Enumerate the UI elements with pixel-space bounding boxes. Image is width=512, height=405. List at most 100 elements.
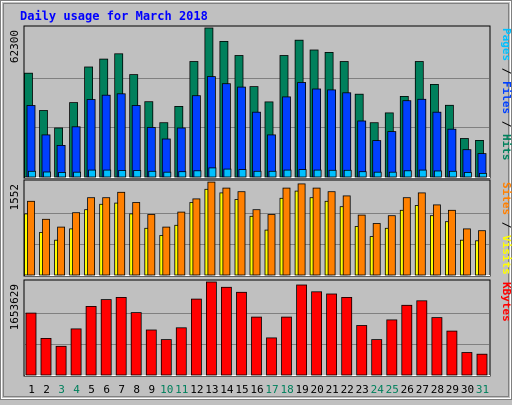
bar-kbytes-10 xyxy=(160,339,172,376)
bar-kbytes-1 xyxy=(25,312,37,376)
bar-pages-7 xyxy=(118,170,127,178)
bar-files-2 xyxy=(41,134,51,178)
bar-files-13 xyxy=(206,76,216,178)
x-tick-label-7: 7 xyxy=(118,383,125,396)
bar-pages-6 xyxy=(103,169,112,178)
x-tick-label-8: 8 xyxy=(133,383,140,396)
bar-sites-29 xyxy=(447,209,456,276)
bar-sites-11 xyxy=(177,211,186,276)
bar-sites-30 xyxy=(462,228,471,276)
bar-sites-26 xyxy=(402,197,411,276)
legend-item-bottom-0: KBytes xyxy=(500,282,512,322)
x-tick-label-19: 19 xyxy=(295,383,308,396)
bar-pages-10 xyxy=(163,171,172,178)
bar-kbytes-9 xyxy=(145,329,157,376)
legend-middle: Sites / Visits xyxy=(500,182,512,275)
bar-sites-15 xyxy=(237,191,246,276)
bar-sites-14 xyxy=(222,187,231,276)
legend-item-middle-0: Sites xyxy=(500,182,512,215)
bar-pages-31 xyxy=(479,172,487,178)
bar-kbytes-12 xyxy=(190,298,202,376)
x-tick-label-16: 16 xyxy=(250,383,263,396)
bar-pages-17 xyxy=(268,170,277,178)
bar-kbytes-22 xyxy=(341,296,353,376)
bar-pages-11 xyxy=(178,171,187,178)
bar-files-16 xyxy=(252,111,261,178)
bar-kbytes-29 xyxy=(446,330,458,376)
x-tick-label-13: 13 xyxy=(205,383,218,396)
bar-kbytes-18 xyxy=(281,316,292,376)
bar-kbytes-17 xyxy=(266,337,277,376)
panel-middle: 1552 Sites / Visits xyxy=(8,179,512,277)
x-tick-label-29: 29 xyxy=(446,383,459,396)
bar-files-23 xyxy=(357,120,367,178)
bar-kbytes-19 xyxy=(296,284,308,376)
x-tick-label-3: 3 xyxy=(58,383,65,396)
x-tick-label-21: 21 xyxy=(326,383,339,396)
bar-sites-21 xyxy=(327,191,336,276)
bar-files-4 xyxy=(71,126,81,178)
bar-kbytes-15 xyxy=(236,291,247,376)
bar-pages-19 xyxy=(298,169,307,178)
legend-top: Pages / Files / Hits xyxy=(500,28,512,161)
bar-sites-19 xyxy=(297,183,306,276)
legend-item-top-1: / xyxy=(500,61,512,81)
bar-pages-9 xyxy=(148,170,157,178)
bar-kbytes-28 xyxy=(431,317,443,376)
legend-item-middle-1: / xyxy=(500,215,512,235)
bar-files-15 xyxy=(237,86,246,178)
x-tick-label-23: 23 xyxy=(356,383,369,396)
bar-sites-17 xyxy=(267,214,276,276)
bar-kbytes-24 xyxy=(371,339,383,376)
bar-pages-4 xyxy=(73,171,81,178)
legend-item-middle-2: Visits xyxy=(500,235,512,275)
bar-files-6 xyxy=(101,94,111,178)
bar-kbytes-3 xyxy=(55,345,67,376)
x-tick-label-24: 24 xyxy=(371,383,385,396)
series-files xyxy=(26,76,487,178)
bar-pages-3 xyxy=(58,172,66,178)
x-tick-label-31: 31 xyxy=(476,383,489,396)
bar-kbytes-2 xyxy=(40,337,52,376)
x-tick-label-11: 11 xyxy=(175,383,188,396)
x-tick-label-18: 18 xyxy=(280,383,293,396)
bar-sites-23 xyxy=(357,214,366,276)
x-tick-label-17: 17 xyxy=(265,383,278,396)
bar-kbytes-27 xyxy=(416,300,428,376)
series-pages xyxy=(28,167,487,178)
bar-kbytes-21 xyxy=(326,293,338,376)
bar-kbytes-5 xyxy=(85,305,97,376)
x-tick-label-14: 14 xyxy=(220,383,234,396)
bar-sites-5 xyxy=(87,197,95,276)
x-tick-label-12: 12 xyxy=(190,383,203,396)
bar-pages-12 xyxy=(193,170,202,178)
bar-sites-12 xyxy=(192,198,201,276)
x-tick-label-27: 27 xyxy=(416,383,429,396)
bar-sites-4 xyxy=(72,212,80,276)
panel-bottom: 1653629 KBytes xyxy=(8,279,512,377)
bar-files-17 xyxy=(267,134,276,178)
bar-pages-15 xyxy=(238,169,247,178)
bar-kbytes-31 xyxy=(476,353,488,376)
bar-kbytes-14 xyxy=(220,286,232,376)
x-tick-label-20: 20 xyxy=(310,383,323,396)
max-label-middle: 1552 xyxy=(8,184,21,211)
bar-sites-28 xyxy=(432,204,441,276)
bar-files-25 xyxy=(387,131,397,178)
x-tick-label-15: 15 xyxy=(235,383,248,396)
bar-pages-22 xyxy=(343,169,352,178)
bar-kbytes-6 xyxy=(100,299,112,376)
x-tick-label-28: 28 xyxy=(431,383,444,396)
bar-files-27 xyxy=(417,98,427,178)
bar-files-1 xyxy=(26,105,36,178)
legend-item-top-0: Pages xyxy=(500,28,512,61)
bar-sites-2 xyxy=(42,218,50,276)
bar-kbytes-26 xyxy=(401,304,413,376)
x-tick-label-22: 22 xyxy=(341,383,354,396)
frame-inner-light xyxy=(1,1,511,399)
series-sites xyxy=(27,181,486,276)
bar-kbytes-4 xyxy=(70,328,82,376)
x-tick-label-5: 5 xyxy=(88,383,95,396)
bar-files-9 xyxy=(146,127,156,178)
